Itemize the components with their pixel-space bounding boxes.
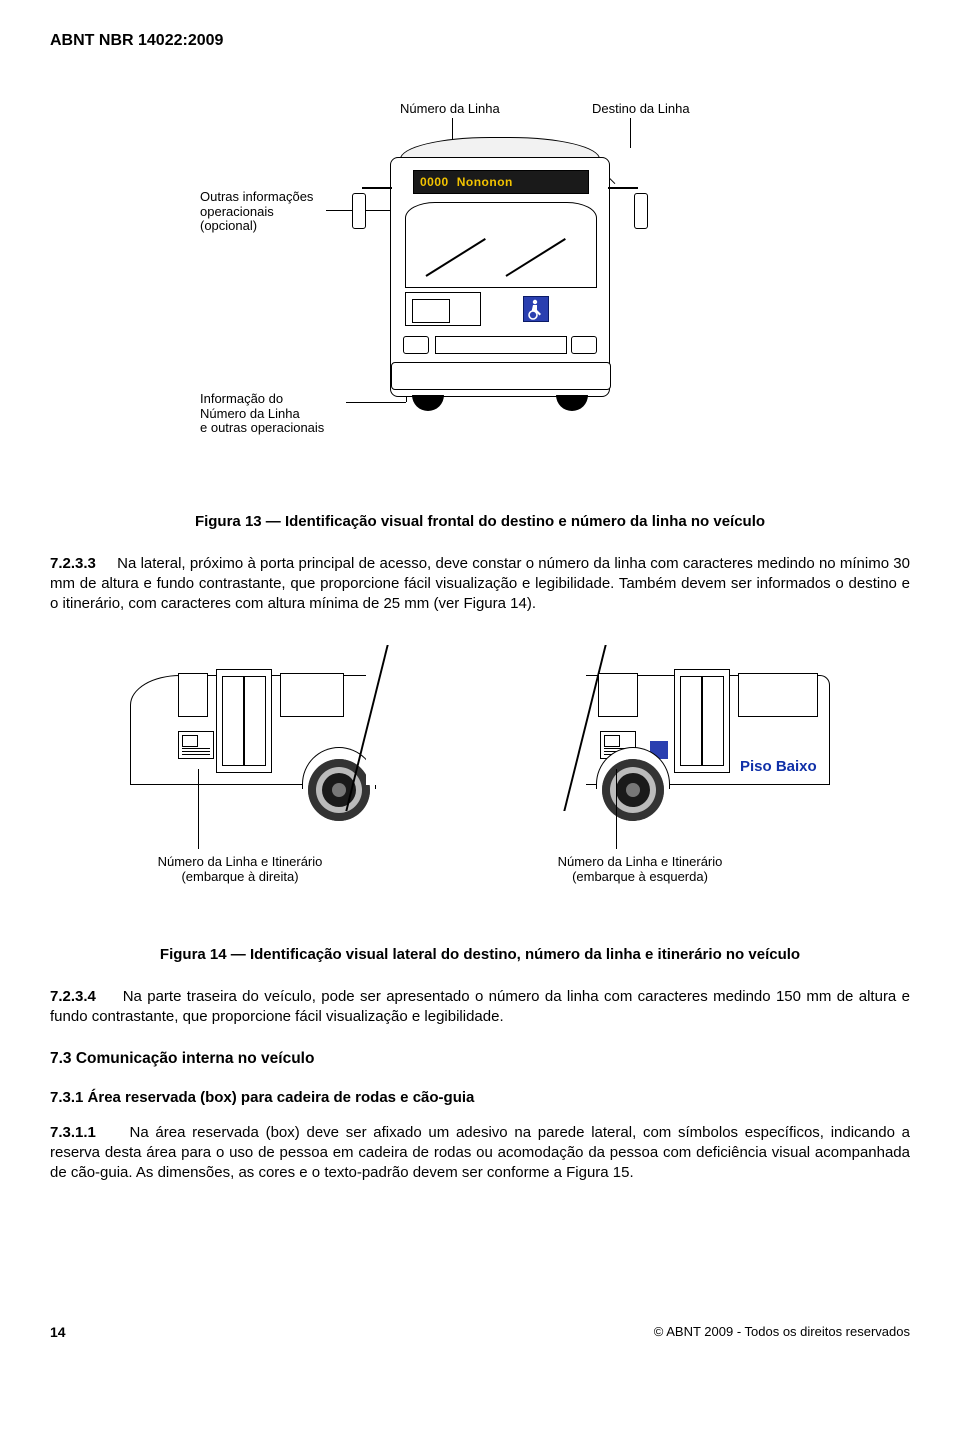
figure-14-caption: Figura 14 — Identificação visual lateral… <box>50 945 910 965</box>
para-text-7311: Na área reservada (box) deve ser afixado… <box>50 1124 910 1182</box>
callout-right: Número da Linha e Itinerário (embarque à… <box>520 855 760 885</box>
callout-right-l2: (embarque à esquerda) <box>572 869 708 884</box>
figure-14: Piso Baixo Número da Linha e Itinerário … <box>50 645 910 925</box>
para-num-7234: 7.2.3.4 <box>50 988 96 1005</box>
front-door <box>216 669 272 773</box>
destination-number: 0000 <box>420 174 449 190</box>
subsection-7-3-1: 7.3.1 Área reservada (box) para cadeira … <box>50 1088 910 1108</box>
callout-outras-info-l3: (opcional) <box>200 218 257 233</box>
callout-numero-linha: Número da Linha <box>400 102 500 117</box>
bus-front-illustration: 0000 Nononon <box>390 137 610 427</box>
rear-wheel <box>602 759 664 821</box>
destination-display: 0000 Nononon <box>413 170 589 194</box>
para-num-7233: 7.2.3.3 <box>50 555 96 572</box>
front-wheel <box>308 759 370 821</box>
callout-info-num-l2: Número da Linha <box>200 406 300 421</box>
section-7-3: 7.3 Comunicação interna no veículo <box>50 1049 910 1070</box>
callout-outras-info: Outras informações operacionais (opciona… <box>200 190 350 235</box>
page-number: 14 <box>50 1323 66 1342</box>
figure-13-caption: Figura 13 — Identificação visual frontal… <box>50 512 910 532</box>
callout-outras-info-l1: Outras informações <box>200 189 313 204</box>
callout-destino-linha: Destino da Linha <box>592 102 690 117</box>
callout-left-l2: (embarque à direita) <box>181 869 298 884</box>
para-text-7234: Na parte traseira do veículo, pode ser a… <box>50 988 910 1025</box>
callout-info-num-l1: Informação do <box>200 391 283 406</box>
paragraph-7-2-3-4: 7.2.3.4 Na parte traseira do veículo, po… <box>50 987 910 1028</box>
copyright-text: © ABNT 2009 - Todos os direitos reservad… <box>654 1323 910 1342</box>
callout-info-num-l3: e outras operacionais <box>200 420 324 435</box>
figure-13: Número da Linha Destino da Linha Outras … <box>50 102 910 492</box>
paragraph-7-3-1-1: 7.3.1.1 Na área reservada (box) deve ser… <box>50 1123 910 1184</box>
document-header-code: ABNT NBR 14022:2009 <box>50 30 910 52</box>
side-sign-left <box>178 731 214 759</box>
rear-door <box>674 669 730 773</box>
piso-baixo-text: Piso Baixo <box>740 757 817 777</box>
wheelchair-icon <box>523 296 549 322</box>
callout-right-l1: Número da Linha e Itinerário <box>558 854 723 869</box>
destination-text: Nononon <box>457 174 513 190</box>
paragraph-7-2-3-3: 7.2.3.3 Na lateral, próximo à porta prin… <box>50 554 910 615</box>
callout-left-l1: Número da Linha e Itinerário <box>158 854 323 869</box>
info-panel <box>405 292 481 326</box>
callout-left: Número da Linha e Itinerário (embarque à… <box>130 855 350 885</box>
para-num-7311: 7.3.1.1 <box>50 1124 96 1141</box>
callout-outras-info-l2: operacionais <box>200 204 274 219</box>
bus-side-illustration: Piso Baixo <box>130 663 830 813</box>
callout-info-num: Informação do Número da Linha e outras o… <box>200 392 360 437</box>
page-footer: 14 © ABNT 2009 - Todos os direitos reser… <box>50 1323 910 1342</box>
para-text-7233: Na lateral, próximo à porta principal de… <box>50 555 910 613</box>
